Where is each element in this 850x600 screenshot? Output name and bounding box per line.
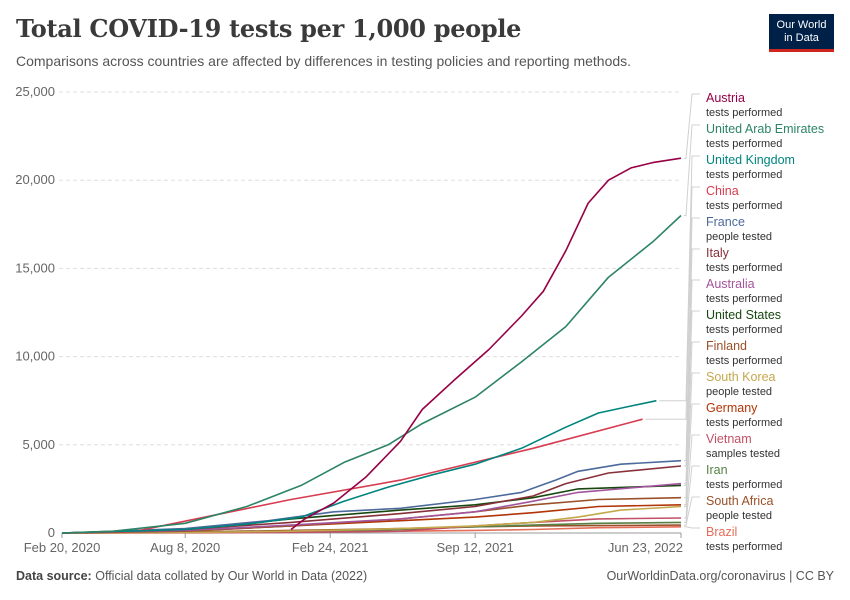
legend-series-unit: tests performed [706,138,782,150]
legend-connector [684,526,700,529]
legend-series-name: United States [706,308,781,322]
legend-series-name: Italy [706,246,730,260]
y-tick-label: 25,000 [15,84,55,99]
series-line [61,459,682,534]
license-link[interactable]: CC BY [795,569,834,583]
legend-connector [684,434,700,519]
legend-series-name: Austria [706,91,745,105]
legend-series-unit: tests performed [706,169,782,181]
series-line [61,482,682,534]
legend-connector [684,372,700,507]
legend-series-unit: tests performed [706,107,782,119]
legend-series-name: Iran [706,463,728,477]
footer-source: Data source: Official data collated by O… [16,569,367,583]
legend-connector [684,465,700,523]
legend-connector [684,403,700,506]
legend-connector [684,496,700,526]
legend-series-unit: samples tested [706,448,780,460]
series-line [61,399,657,534]
logo-line-1: Our World [776,19,827,31]
legend-connector [684,279,700,485]
legend-connector [684,124,700,216]
legend-series-name: Finland [706,339,747,353]
x-tick-label: Feb 20, 2020 [24,540,101,555]
chart-title: Total COVID-19 tests per 1,000 people [16,14,522,43]
legend-series-unit: tests performed [706,355,782,367]
source-label: Data source: [16,569,92,583]
owid-logo[interactable]: Our World in Data [769,14,834,52]
legend-connector [684,341,700,499]
y-tick-label: 20,000 [15,172,55,187]
x-tick-label: Jun 23, 2022 [608,540,683,555]
legend-series-name: South Africa [706,494,773,508]
legend-series-name: Brazil [706,525,737,539]
legend-series-name: South Korea [706,370,776,384]
source-text: Official data collated by Our World in D… [95,569,368,583]
x-tick-label: Feb 24, 2021 [292,540,369,555]
legend-series-unit: tests performed [706,479,782,491]
legend-series-unit: tests performed [706,262,782,274]
legend-series-unit: tests performed [706,417,782,429]
legend-series-unit: people tested [706,386,772,398]
y-tick-label: 0 [48,525,55,540]
y-tick-label: 10,000 [15,349,55,364]
legend-connector [659,155,700,402]
legend-series-unit: tests performed [706,541,782,553]
logo-line-2: in Data [784,32,819,44]
legend-series-name: Vietnam [706,432,752,446]
series-line [290,157,682,531]
legend-connector [684,310,700,486]
y-tick-label: 5,000 [22,437,55,452]
series-line [61,418,643,534]
legend-series-unit: tests performed [706,324,782,336]
legend-series-name: United Arab Emirates [706,122,824,136]
legend-series-unit: tests performed [706,200,782,212]
legend-series-unit: people tested [706,231,772,243]
series-line [61,505,682,534]
legend-series-name: China [706,184,739,198]
legend-series-unit: people tested [706,510,772,522]
legend-connector [684,93,700,159]
legend-series-name: France [706,215,745,229]
legend-connector [684,248,700,467]
x-tick-label: Sep 12, 2021 [436,540,513,555]
legend-series-name: United Kingdom [706,153,795,167]
legend-series-name: Australia [706,277,755,291]
footer-separator: | [785,569,796,583]
legend-connector [684,217,700,462]
legend-series-name: Germany [706,401,758,415]
legend-series-unit: tests performed [706,293,782,305]
source-url-link[interactable]: OurWorldinData.org/coronavirus [606,569,786,583]
x-tick-label: Aug 8, 2020 [150,540,220,555]
chart-subtitle: Comparisons across countries are affecte… [16,53,632,69]
footer-links: OurWorldinData.org/coronavirus | CC BY [607,569,834,583]
y-tick-label: 15,000 [15,260,55,275]
legend-connector [645,186,700,420]
